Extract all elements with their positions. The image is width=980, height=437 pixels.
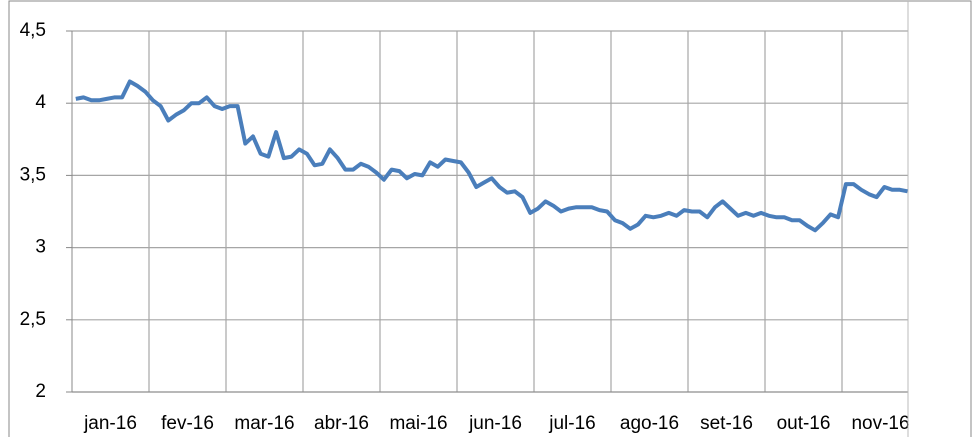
x-tick-label: abr-16: [314, 413, 369, 434]
chart-frame: [8, 0, 972, 437]
x-tick-label: set-16: [700, 413, 753, 434]
y-tick-label: 2,5: [20, 309, 46, 330]
x-tick-label: nov-16: [851, 413, 909, 434]
y-tick-label: 3,5: [20, 164, 46, 185]
x-tick-label: jul-16: [548, 413, 595, 434]
x-tick-label: jan-16: [83, 413, 137, 434]
x-tick-label: jun-16: [468, 413, 522, 434]
line-series: [75, 79, 908, 233]
x-tick-label: ago-16: [620, 413, 679, 434]
y-tick-label: 3: [35, 237, 46, 258]
x-tick-label: fev-16: [161, 413, 214, 434]
y-tick-label: 2: [35, 381, 46, 402]
x-tick-label: mai-16: [389, 413, 447, 434]
y-tick-label: 4: [35, 92, 46, 113]
x-tick-label: out-16: [777, 413, 831, 434]
y-tick-label: 4,5: [20, 20, 46, 41]
x-tick-label: mar-16: [234, 413, 294, 434]
